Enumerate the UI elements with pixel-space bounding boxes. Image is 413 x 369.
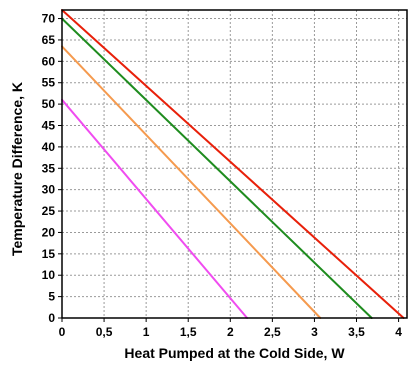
x-tick-label: 3,5 [348,325,365,339]
x-axis-title: Heat Pumped at the Cold Side, W [124,345,345,361]
y-tick-label: 25 [42,204,56,218]
series-line-4 [61,98,249,319]
y-tick-label: 40 [42,140,56,154]
series-line-1 [61,9,405,319]
y-axis-title: Temperature Difference, K [9,82,25,256]
x-axis-ticks: 0 0,5 1 1,5 2 2,5 3 3,5 4 [59,318,402,339]
series-lines [61,9,405,319]
y-tick-label: 30 [42,183,56,197]
x-tick-label: 4 [395,325,402,339]
x-tick-label: 2 [227,325,234,339]
x-tick-label: 1 [143,325,150,339]
y-tick-label: 55 [42,76,56,90]
y-tick-label: 0 [48,311,55,325]
series-line-2 [61,17,373,319]
y-tick-label: 5 [48,290,55,304]
series-line-3 [61,45,322,319]
y-tick-label: 20 [42,225,56,239]
x-tick-label: 0,5 [96,325,113,339]
y-tick-label: 65 [42,33,56,47]
x-tick-label: 3 [311,325,318,339]
x-tick-label: 1,5 [180,325,197,339]
y-tick-label: 10 [42,268,56,282]
x-tick-label: 2,5 [264,325,281,339]
plot-area-frame [61,9,408,319]
x-tick-label: 0 [59,325,66,339]
y-tick-label: 15 [42,247,56,261]
y-tick-label: 35 [42,161,56,175]
y-tick-label: 60 [42,54,56,68]
y-tick-label: 45 [42,119,56,133]
y-tick-label: 70 [42,12,56,26]
y-tick-label: 50 [42,97,56,111]
y-axis-ticks: 0 5 10 15 20 25 30 35 40 45 50 55 60 65 70 [42,12,62,325]
